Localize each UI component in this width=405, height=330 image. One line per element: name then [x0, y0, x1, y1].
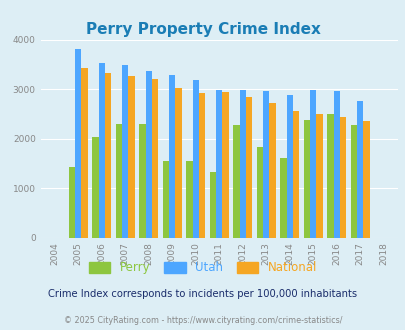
Bar [139, 124, 145, 238]
Bar [279, 158, 286, 238]
Bar [309, 90, 315, 238]
Bar [209, 172, 215, 238]
Bar [286, 95, 292, 238]
Bar [350, 125, 356, 238]
Bar [186, 161, 192, 238]
Legend: Perry, Utah, National: Perry, Utah, National [84, 257, 321, 279]
Bar [75, 49, 81, 238]
Bar [128, 76, 134, 238]
Bar [115, 124, 122, 238]
Bar [356, 101, 362, 238]
Text: Perry Property Crime Index: Perry Property Crime Index [85, 22, 320, 37]
Bar [333, 91, 339, 238]
Bar [104, 73, 111, 238]
Bar [262, 91, 269, 238]
Bar [245, 97, 252, 238]
Bar [198, 92, 205, 238]
Bar [151, 79, 158, 238]
Bar [303, 120, 309, 238]
Text: Crime Index corresponds to incidents per 100,000 inhabitants: Crime Index corresponds to incidents per… [48, 289, 357, 299]
Bar [175, 88, 181, 238]
Bar [122, 65, 128, 238]
Bar [222, 92, 228, 238]
Bar [362, 121, 369, 238]
Bar [269, 104, 275, 238]
Bar [326, 114, 333, 238]
Bar [145, 71, 151, 238]
Bar [232, 125, 239, 238]
Bar [68, 167, 75, 238]
Bar [256, 147, 262, 238]
Bar [168, 75, 175, 238]
Bar [92, 137, 98, 238]
Bar [239, 89, 245, 238]
Bar [98, 63, 104, 238]
Bar [162, 161, 168, 238]
Bar [81, 68, 87, 238]
Bar [339, 117, 345, 238]
Text: © 2025 CityRating.com - https://www.cityrating.com/crime-statistics/: © 2025 CityRating.com - https://www.city… [64, 315, 341, 325]
Bar [292, 111, 298, 238]
Bar [215, 89, 222, 238]
Bar [315, 115, 322, 238]
Bar [192, 80, 198, 238]
